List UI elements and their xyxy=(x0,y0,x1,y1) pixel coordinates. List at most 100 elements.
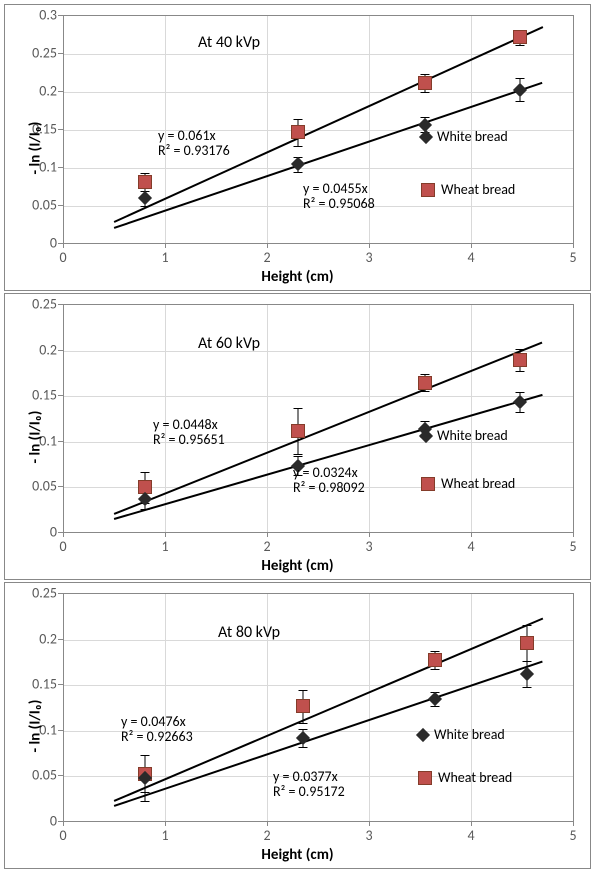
tick-y xyxy=(58,730,63,731)
tick-y xyxy=(58,243,63,244)
tick-x xyxy=(165,243,166,248)
tick-y xyxy=(58,775,63,776)
xtick-label: 0 xyxy=(59,827,66,844)
chart-panel-0: At 40 kVpy = 0.061xR² = 0.93176y = 0.045… xyxy=(4,4,591,291)
tick-x xyxy=(63,243,64,248)
error-cap xyxy=(523,661,532,662)
wheat-bread-marker xyxy=(291,424,305,438)
ytick-label: 0.15 xyxy=(9,387,57,404)
y-axis xyxy=(63,305,64,533)
legend-wheat: Wheat bread xyxy=(418,769,512,786)
y-axis xyxy=(63,594,64,822)
tick-x xyxy=(573,532,574,537)
white-r2: R² = 0.95068 xyxy=(303,195,375,212)
error-cap xyxy=(421,74,430,75)
error-cap xyxy=(293,146,302,147)
error-cap xyxy=(523,687,532,688)
gridline-h xyxy=(63,396,573,397)
tick-x xyxy=(573,821,574,826)
tick-y xyxy=(58,304,63,305)
chart-container: At 40 kVpy = 0.061xR² = 0.93176y = 0.045… xyxy=(0,0,593,873)
ytick-label: 0.05 xyxy=(9,478,57,495)
legend-label: Wheat bread xyxy=(441,475,515,492)
wheat-bread-marker xyxy=(428,653,442,667)
white-bread-marker xyxy=(291,157,305,171)
tick-y xyxy=(58,91,63,92)
ytick-label: 0.25 xyxy=(9,45,57,62)
legend-wheat: Wheat bread xyxy=(421,475,515,492)
gridline-h xyxy=(63,54,573,55)
chart-panel-1: At 60 kVp y = 0.0448xR² = 0.95651 y = 0.03… xyxy=(4,293,591,580)
gridline-h xyxy=(63,92,573,93)
x-axis-title: Height (cm) xyxy=(261,846,333,864)
error-cap xyxy=(431,669,440,670)
wheat-equation-annotation: y = 0.0448xR² = 0.95651 xyxy=(153,417,225,448)
legend-label: Wheat bread xyxy=(441,181,515,198)
legend-label: Wheat bread xyxy=(438,769,512,786)
wheat-equation-annotation: y = 0.061xR² = 0.93176 xyxy=(158,128,230,159)
xtick-label: 5 xyxy=(569,827,576,844)
tick-x xyxy=(369,532,370,537)
error-cap xyxy=(140,755,149,756)
x-axis-title: Height (cm) xyxy=(261,268,333,286)
plot-area: At 40 kVpy = 0.061xR² = 0.93176y = 0.045… xyxy=(63,15,574,244)
tick-x xyxy=(267,532,268,537)
wheat-r2: R² = 0.95651 xyxy=(153,431,225,448)
wheat-equation-annotation: y = 0.0476xR² = 0.92663 xyxy=(121,714,193,745)
xtick-label: 2 xyxy=(263,827,270,844)
ytick-label: 0.15 xyxy=(9,676,57,693)
y-axis xyxy=(63,16,64,244)
tick-y xyxy=(58,129,63,130)
tick-y xyxy=(58,205,63,206)
error-cap xyxy=(515,101,524,102)
xtick-label: 4 xyxy=(467,827,474,844)
xtick-label: 1 xyxy=(161,249,168,266)
tick-x xyxy=(369,243,370,248)
error-cap xyxy=(140,173,149,174)
panel-title: At 60 kVp xyxy=(198,335,260,353)
wheat-bread-marker xyxy=(520,636,534,650)
diamond-icon xyxy=(419,129,433,143)
tick-x xyxy=(471,821,472,826)
error-cap xyxy=(515,349,524,350)
tick-x xyxy=(63,532,64,537)
gridline-v xyxy=(369,305,370,533)
error-cap xyxy=(298,723,307,724)
tick-y xyxy=(58,350,63,351)
error-cap xyxy=(293,408,302,409)
tick-y xyxy=(58,684,63,685)
tick-x xyxy=(165,821,166,826)
gridline-h xyxy=(63,640,573,641)
error-cap xyxy=(140,801,149,802)
gridline-h xyxy=(63,685,573,686)
xtick-label: 1 xyxy=(161,827,168,844)
error-cap xyxy=(140,472,149,473)
tick-x xyxy=(267,821,268,826)
gridline-v xyxy=(267,305,268,533)
error-cap xyxy=(293,119,302,120)
legend-label: White bread xyxy=(437,128,508,145)
y-axis-title: - ln (I/I₀) xyxy=(26,121,44,174)
tick-x xyxy=(165,532,166,537)
wheat-bread-marker xyxy=(513,30,527,44)
ytick-label: 0.2 xyxy=(9,341,57,358)
square-icon xyxy=(421,183,435,197)
white-equation-annotation: y = 0.0324xR² = 0.98092 xyxy=(293,465,365,496)
xtick-label: 4 xyxy=(467,249,474,266)
xtick-label: 0 xyxy=(59,249,66,266)
tick-y xyxy=(58,167,63,168)
tick-y xyxy=(58,639,63,640)
error-cap xyxy=(293,456,302,457)
wheat-bread-marker xyxy=(296,699,310,713)
ytick-label: 0 xyxy=(9,524,57,541)
xtick-label: 2 xyxy=(263,249,270,266)
xtick-label: 3 xyxy=(365,827,372,844)
error-cap xyxy=(421,391,430,392)
error-cap xyxy=(293,172,302,173)
x-axis xyxy=(63,532,573,533)
error-cap xyxy=(431,651,440,652)
gridline-h xyxy=(63,351,573,352)
xtick-label: 3 xyxy=(365,249,372,266)
xtick-label: 1 xyxy=(161,538,168,555)
tick-y xyxy=(58,53,63,54)
